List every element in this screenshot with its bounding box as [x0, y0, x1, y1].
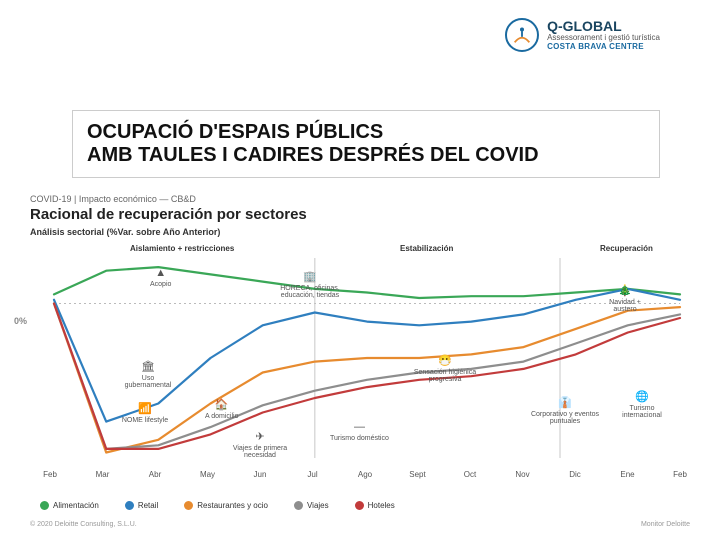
legend-label: Hoteles [368, 501, 395, 510]
legend-label: Viajes [307, 501, 329, 510]
footer: © 2020 Deloitte Consulting, S.L.U. Monit… [30, 521, 690, 528]
legend-label: Restaurantes y ocio [197, 501, 268, 510]
annotation-icon: 🏠 [205, 400, 238, 412]
annotation-icon: 🏛 [120, 362, 176, 374]
chart-subtitle: Análisis sectorial (%Var. sobre Año Ante… [30, 227, 307, 237]
chart-annotation: 🌐Turismo internacional [612, 392, 672, 419]
x-tick: Ene [620, 470, 634, 479]
annotation-text: HORECA, oficinas, educación, tiendas [280, 285, 340, 299]
phase-1: Aislamiento + restricciones [130, 244, 234, 253]
annotation-text: Viajes de primera necesidad [233, 445, 287, 459]
title-box: OCUPACIÓ D'ESPAIS PÚBLICS AMB TAULES I C… [72, 110, 660, 178]
chart-annotation: 👔Corporativo y eventos puntuales [530, 398, 600, 425]
legend-swatch [40, 501, 49, 510]
legend-item: Hoteles [355, 501, 395, 510]
annotation-text: NOME lifestyle [122, 417, 168, 424]
footer-left: © 2020 Deloitte Consulting, S.L.U. [30, 521, 137, 528]
legend-label: Alimentación [53, 501, 99, 510]
chart-header: COVID-19 | Impacto económico — CB&D Raci… [30, 194, 307, 237]
phase-3: Recuperación [600, 244, 653, 253]
legend-swatch [125, 501, 134, 510]
chart-annotation: 📶NOME lifestyle [120, 404, 170, 424]
chart-annotation: 🏢HORECA, oficinas, educación, tiendas [280, 272, 340, 299]
phase-labels: Aislamiento + restricciones Estabilizaci… [90, 244, 680, 258]
legend-label: Retail [138, 501, 158, 510]
annotation-text: Acopio [150, 281, 171, 288]
x-axis: FebMarAbrMayJunJulAgoSeptOctNovDicEneFeb [50, 470, 680, 482]
chart-annotation: 🎄Navidad + austero [600, 286, 650, 313]
x-tick: Feb [43, 470, 57, 479]
chart-annotation: ▲Acopio [150, 268, 171, 288]
annotation-text: Corporativo y eventos puntuales [531, 411, 599, 425]
chart-title: Racional de recuperación por sectores [30, 206, 307, 223]
annotation-icon: 🎄 [600, 286, 650, 298]
logo: Q-GLOBAL Assessorament i gestió turístic… [505, 18, 660, 52]
x-tick: May [200, 470, 215, 479]
annotation-icon: ✈ [225, 432, 295, 444]
chart-annotation: 🏠A domicilio [205, 400, 238, 420]
legend-item: Alimentación [40, 501, 99, 510]
annotation-icon: 😷 [410, 356, 480, 368]
title-line-1: OCUPACIÓ D'ESPAIS PÚBLICS [87, 121, 645, 144]
annotation-icon: 📶 [120, 404, 170, 416]
footer-right: Monitor Deloitte [641, 521, 690, 528]
title-line-2: AMB TAULES I CADIRES DESPRÉS DEL COVID [87, 144, 645, 167]
annotation-icon: — [330, 422, 389, 434]
annotation-icon: ▲ [150, 268, 171, 280]
chart-annotation: 🏛Uso gubernamental [120, 362, 176, 389]
chart-annotation: ✈Viajes de primera necesidad [225, 432, 295, 459]
chart-context: COVID-19 | Impacto económico — CB&D [30, 194, 307, 204]
x-tick: Sept [409, 470, 425, 479]
legend-swatch [355, 501, 364, 510]
annotation-icon: 🏢 [280, 272, 340, 284]
annotation-text: Navidad + austero [609, 299, 641, 313]
logo-icon [505, 18, 539, 52]
annotation-text: Turismo internacional [622, 405, 662, 419]
x-tick: Nov [515, 470, 529, 479]
x-tick: Dic [569, 470, 581, 479]
y-zero-label: 0% [14, 316, 27, 326]
annotation-text: A domicilio [205, 413, 238, 420]
x-tick: Jul [307, 470, 317, 479]
logo-main: Q-GLOBAL [547, 19, 660, 34]
chart-annotation: 😷Sensación higiénica progresiva [410, 356, 480, 383]
x-tick: Jun [254, 470, 267, 479]
logo-sub2: COSTA BRAVA CENTRE [547, 43, 660, 52]
annotation-text: Sensación higiénica progresiva [414, 369, 476, 383]
x-tick: Oct [464, 470, 476, 479]
annotation-text: Uso gubernamental [125, 375, 172, 389]
legend-swatch [184, 501, 193, 510]
legend-item: Viajes [294, 501, 329, 510]
legend: Alimentación Retail Restaurantes y ocio Via… [40, 501, 680, 510]
annotation-icon: 👔 [530, 398, 600, 410]
person-swoosh-icon [511, 24, 533, 46]
x-tick: Mar [96, 470, 110, 479]
annotation-text: Turismo doméstico [330, 435, 389, 442]
legend-item: Retail [125, 501, 158, 510]
x-tick: Abr [149, 470, 161, 479]
chart-annotation: —Turismo doméstico [330, 422, 389, 442]
legend-item: Restaurantes y ocio [184, 501, 268, 510]
x-tick: Feb [673, 470, 687, 479]
annotation-icon: 🌐 [612, 392, 672, 404]
phase-2: Estabilización [400, 244, 453, 253]
x-tick: Ago [358, 470, 372, 479]
legend-swatch [294, 501, 303, 510]
